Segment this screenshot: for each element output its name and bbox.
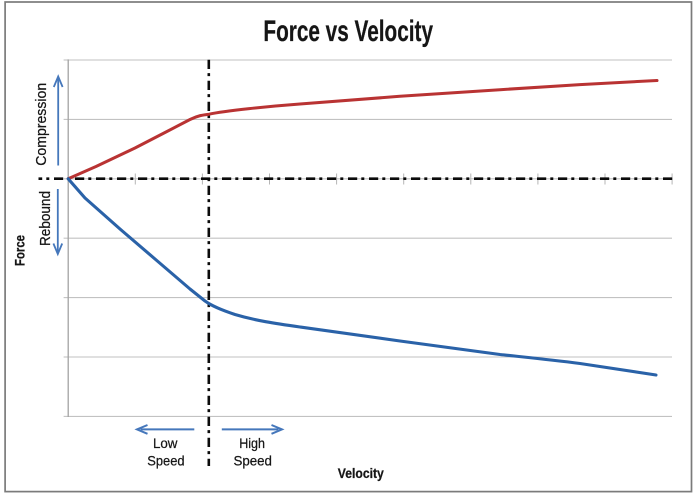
svg-text:Velocity: Velocity	[338, 465, 384, 481]
svg-text:Speed: Speed	[147, 452, 184, 468]
svg-text:High: High	[239, 435, 265, 451]
svg-text:Force: Force	[13, 235, 28, 266]
svg-text:Rebound: Rebound	[38, 191, 54, 246]
svg-text:Force vs Velocity: Force vs Velocity	[263, 15, 433, 48]
svg-text:Low: Low	[153, 435, 178, 451]
svg-text:Speed: Speed	[233, 452, 272, 468]
svg-text:Compression: Compression	[34, 83, 50, 166]
